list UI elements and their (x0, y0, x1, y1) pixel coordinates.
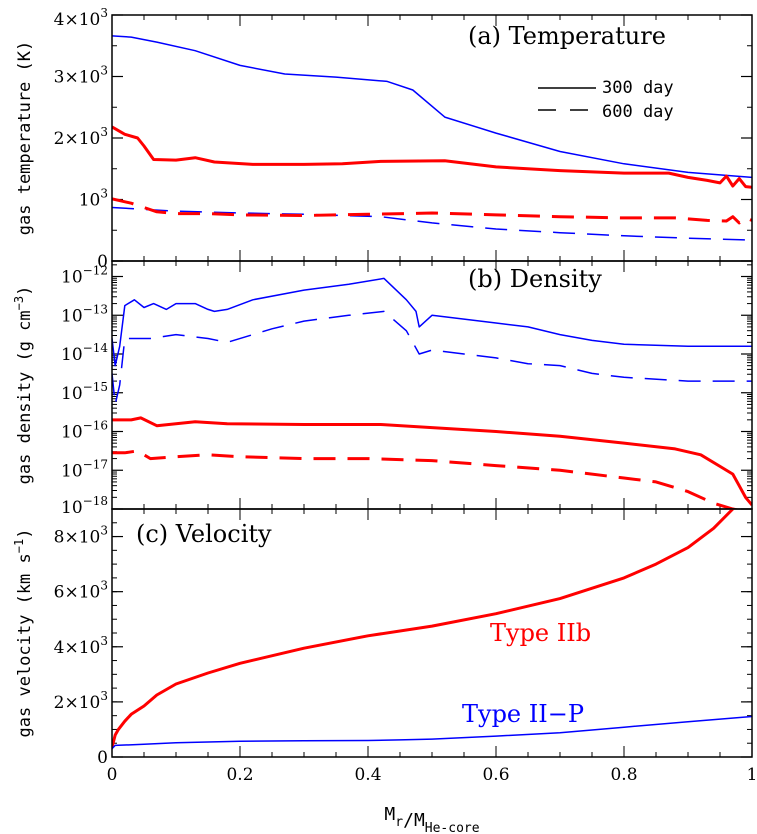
y-tick-label: 4×103 (54, 634, 108, 658)
y-tick-exponent: 3 (100, 524, 108, 538)
y-tick-exponent: −16 (83, 419, 108, 433)
panel-frame (111, 14, 753, 262)
series-line-temperature-0 (112, 35, 752, 179)
panel-frame (111, 508, 753, 758)
y-tick-label: 103 (79, 187, 108, 211)
panel-c-title: (c) Velocity (136, 520, 272, 548)
series-line-density-0 (112, 277, 752, 367)
y-axis-label-text: gas density (g cm (15, 310, 35, 484)
y-tick-label: 10−17 (61, 457, 108, 481)
series-group (112, 35, 752, 241)
y-tick-exponent: 3 (100, 64, 108, 78)
x-axis-label-text: M (414, 810, 425, 831)
panel-a-title: (a) Temperature (468, 22, 666, 50)
y-axis-label-exponent: −3 (12, 296, 26, 310)
legend-label-300-day: 300 day (602, 78, 674, 98)
y-axis-label-text: ) (15, 529, 35, 539)
series-line-temperature-3 (112, 197, 752, 225)
x-tick-label: 0.6 (482, 765, 509, 785)
series-line-temperature-2 (112, 206, 752, 241)
x-axis-label: Mr/MHe-core (384, 804, 479, 834)
x-axis-label-subscript: He-core (425, 821, 480, 834)
legend-label-600-day: 600 day (602, 102, 674, 122)
y-tick-label: 10−15 (61, 380, 108, 404)
y-axis-label-text: gas velocity (km s (15, 553, 35, 737)
y-tick-label: 10−18 (61, 494, 108, 518)
y-tick-exponent: 3 (100, 689, 108, 703)
series-line-density-3 (112, 449, 741, 509)
legend: 300 day 600 day (538, 78, 674, 122)
y-tick-label: 0 (97, 252, 108, 272)
x-tick-label: 0.2 (226, 765, 253, 785)
y-tick-exponent: −15 (83, 380, 108, 394)
annotation-type-iib: Type IIb (490, 619, 591, 647)
series-line-density-2 (112, 416, 752, 507)
panel-b-title: (b) Density (468, 265, 602, 293)
y-tick-exponent: 3 (100, 187, 108, 201)
x-tick-label: 0 (107, 765, 118, 785)
series-line-density-1 (112, 310, 752, 406)
panel-density: 10−12 10−13 10−14 10−15 10−16 10−17 10−18 gas d… (12, 260, 753, 518)
annotation-type-ii-p: Type II−P (462, 700, 584, 728)
y-tick-label: 10−14 (61, 341, 108, 365)
y-tick-exponent: 3 (100, 125, 108, 139)
y-tick-exponent: −18 (83, 494, 108, 508)
y-axis-label-velocity: gas velocity (km s−1) (12, 529, 35, 738)
y-tick-exponent: −14 (83, 341, 109, 355)
x-axis-label-text: / (403, 810, 414, 831)
y-tick-label: 6×103 (54, 579, 108, 603)
y-axis-label-temperature: gas temperature (K) (15, 41, 35, 235)
panel-frame (111, 260, 753, 510)
y-tick-label: 0 (97, 748, 108, 768)
y-tick-exponent: −12 (83, 264, 108, 278)
series-line-velocity-0 (112, 509, 734, 748)
y-tick-label: 2×103 (54, 689, 108, 713)
y-axis-label-density: gas density (g cm−3) (12, 286, 35, 485)
y-tick-exponent: −17 (83, 457, 108, 471)
y-axis-label-exponent: −1 (12, 539, 26, 553)
y-axis-label-text: ) (15, 286, 35, 296)
y-tick-exponent: 3 (100, 6, 108, 20)
y-tick-exponent: 3 (100, 634, 108, 648)
x-tick-label: 0.4 (354, 765, 381, 785)
x-tick-label: 1 (747, 765, 757, 785)
panel-velocity: 0 2×103 4×103 6×103 8×103 gas velocity (km s−… (12, 508, 753, 768)
series-group (112, 509, 752, 750)
y-tick-label: 3×103 (54, 64, 108, 88)
x-tick-label: 0.8 (610, 765, 637, 785)
y-tick-label: 10−16 (61, 419, 108, 443)
series-group (112, 277, 752, 509)
y-tick-exponent: 3 (100, 579, 108, 593)
y-tick-label: 10−12 (61, 264, 108, 288)
y-tick-exponent: −13 (83, 302, 108, 316)
panel-temperature: 0 103 2×103 3×103 4×103 gas temperature (K) (15, 6, 753, 272)
y-tick-label: 4×103 (54, 6, 108, 30)
series-line-temperature-1 (112, 125, 752, 189)
y-tick-label: 8×103 (54, 524, 108, 548)
x-axis-label-subscript: r (395, 815, 403, 830)
x-axis-label-text: M (384, 804, 395, 825)
y-tick-label: 10−13 (61, 302, 108, 326)
series-line-velocity-1 (112, 715, 752, 750)
y-tick-label: 2×103 (54, 125, 108, 149)
